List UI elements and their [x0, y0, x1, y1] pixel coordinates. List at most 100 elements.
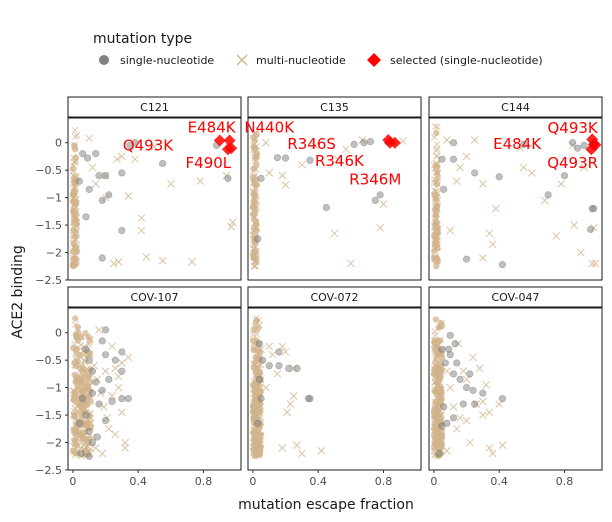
multi-nucleotide-point	[281, 348, 290, 356]
multi-nucleotide-point	[459, 367, 468, 376]
single-nucleotide-point	[446, 331, 454, 340]
x-tick-label: 0.4	[490, 475, 508, 488]
multi-nucleotide-point	[113, 155, 121, 164]
multi-nucleotide-point	[86, 335, 94, 343]
multi-nucleotide-point	[118, 359, 126, 367]
mutation-annotation: R346S	[287, 135, 336, 153]
single-nucleotide-point	[498, 261, 507, 269]
multi-nucleotide-point	[77, 364, 85, 372]
multi-nucleotide-point	[330, 229, 339, 238]
single-nucleotide-point	[92, 150, 100, 158]
single-nucleotide-point	[432, 229, 440, 236]
single-nucleotide-point	[432, 316, 439, 323]
multi-nucleotide-point	[379, 200, 388, 209]
single-nucleotide-point	[432, 434, 439, 442]
multi-nucleotide-point	[109, 259, 118, 268]
multi-nucleotide-point	[433, 152, 440, 160]
multi-nucleotide-point	[70, 201, 78, 209]
mutation-annotation: Q493K	[547, 119, 598, 137]
single-nucleotide-point	[436, 360, 444, 367]
multi-nucleotide-point	[456, 163, 464, 172]
single-nucleotide-point	[75, 177, 84, 185]
single-nucleotide-point	[82, 380, 89, 387]
single-nucleotide-point	[322, 203, 330, 212]
single-nucleotide-point	[88, 438, 97, 447]
facet-strip	[67, 286, 242, 308]
single-nucleotide-point	[273, 153, 281, 162]
multi-nucleotide-point	[70, 154, 77, 162]
single-nucleotide-point	[438, 155, 446, 163]
single-nucleotide-point	[560, 172, 569, 180]
multi-nucleotide-point	[433, 215, 440, 223]
single-nucleotide-point	[108, 397, 116, 405]
single-nucleotide-point	[520, 140, 528, 148]
multi-nucleotide-point	[298, 449, 306, 458]
multi-nucleotide-point	[317, 446, 326, 455]
multi-nucleotide-point	[72, 158, 79, 166]
selected-mutation-point	[585, 143, 598, 156]
multi-nucleotide-point	[78, 333, 85, 341]
single-nucleotide-point	[433, 202, 441, 210]
legend-item-selected: selected (single-nucleotide)	[367, 53, 543, 67]
legend-title: mutation type	[93, 31, 192, 47]
facet-panel: COV-047 0 0.4 0.8	[428, 286, 603, 488]
single-nucleotide-point	[435, 377, 442, 384]
multi-nucleotide-point	[262, 138, 270, 147]
facet-strip	[67, 96, 242, 118]
single-nucleotide-point	[73, 441, 80, 449]
multi-nucleotide-point	[86, 375, 93, 382]
y-tick-label: 0	[55, 137, 62, 150]
single-nucleotide-point	[459, 400, 467, 408]
multi-nucleotide-point	[150, 142, 159, 151]
multi-nucleotide-point	[465, 438, 474, 447]
facet-strip-label: C144	[501, 101, 530, 114]
single-nucleotide-point	[249, 403, 257, 410]
multi-nucleotide-point	[452, 424, 461, 433]
multi-nucleotide-point	[431, 436, 439, 444]
single-nucleotide-point	[265, 362, 273, 370]
multi-nucleotide-point	[519, 163, 528, 172]
multi-nucleotide-point	[255, 387, 263, 394]
multi-nucleotide-point	[252, 129, 259, 137]
multi-nucleotide-point	[591, 259, 600, 268]
single-nucleotide-point	[456, 375, 464, 383]
multi-nucleotide-point	[434, 221, 442, 229]
single-nucleotide-point	[449, 139, 458, 147]
multi-nucleotide-point	[98, 449, 107, 458]
multi-nucleotide-point	[435, 430, 442, 437]
multi-nucleotide-point	[121, 444, 129, 452]
mutation-annotation: E484K	[188, 118, 237, 136]
single-nucleotide-point	[72, 315, 79, 322]
single-nucleotide-point	[73, 260, 80, 267]
single-nucleotide-point	[440, 185, 448, 193]
single-nucleotide-point	[254, 235, 262, 243]
legend-item-multi: multi-nucleotide	[236, 54, 346, 67]
multi-nucleotide-point	[75, 380, 83, 387]
facet-frame	[67, 117, 242, 281]
multi-nucleotide-point	[137, 226, 146, 235]
multi-nucleotide-point	[431, 123, 439, 130]
mutation-annotation: F490L	[186, 154, 232, 172]
single-nucleotide-point	[98, 196, 106, 204]
legend: mutation type single-nucleotide multi-nu…	[93, 31, 543, 67]
single-nucleotide-point	[580, 141, 588, 150]
multi-nucleotide-point	[298, 160, 306, 169]
multi-nucleotide-point	[570, 221, 579, 229]
single-nucleotide-point	[159, 159, 167, 168]
multi-nucleotide-point	[251, 166, 259, 173]
multi-nucleotide-point	[432, 221, 440, 229]
multi-nucleotide-point	[95, 326, 103, 334]
multi-nucleotide-point	[91, 180, 100, 188]
single-nucleotide-point	[451, 340, 459, 348]
multi-nucleotide-point	[158, 256, 167, 265]
single-nucleotide-point	[462, 255, 471, 263]
multi-nucleotide-point	[552, 232, 561, 240]
multi-nucleotide-point	[76, 352, 84, 360]
single-nucleotide-point	[224, 174, 232, 183]
mutation-annotation: R346K	[315, 152, 365, 170]
single-nucleotide-point	[88, 367, 97, 375]
single-nucleotide-point	[466, 370, 474, 378]
single-nucleotide-point	[83, 401, 91, 409]
single-nucleotide-point	[70, 207, 77, 215]
y-tick-label: −1.5	[35, 219, 62, 232]
